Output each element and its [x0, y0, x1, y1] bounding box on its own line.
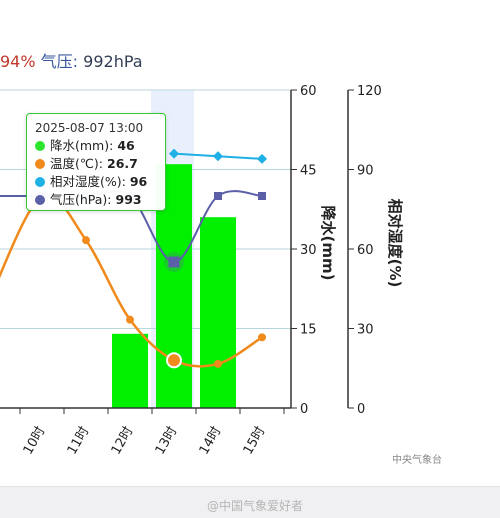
tooltip: 2025-08-07 13:00 降水(mm): 46 温度(℃): 26.7 …: [26, 113, 166, 211]
tooltip-row-humidity: 相对湿度(%): 96: [35, 173, 165, 191]
tooltip-temp-value: 26.7: [107, 156, 138, 171]
tooltip-humidity-value: 96: [129, 174, 148, 189]
humidity-point: [213, 151, 223, 162]
tooltip-row-rain: 降水(mm): 46: [35, 137, 165, 155]
watermark: @中国气象爱好者: [207, 499, 304, 513]
y-humidity-tick-label: 0: [357, 402, 365, 417]
header-pressure-value: 992hPa: [83, 52, 143, 71]
humidity-point: [169, 148, 179, 159]
x-tick-label: 14时: [197, 424, 225, 457]
temperature-point: [166, 352, 182, 369]
y-humidity-tick-label: 120: [357, 84, 382, 99]
x-tick-label: 13时: [153, 424, 181, 457]
rain-dot-icon: [35, 141, 45, 151]
bottom-band: [0, 486, 500, 518]
weather-chart[interactable]: 10时 11时 12时 13时 14时 15时 0 15 30 45 60 0 30 60 90 120 降水(…: [0, 0, 500, 486]
tooltip-humidity-label: 相对湿度(%):: [50, 174, 126, 189]
humidity-dot-icon: [35, 177, 45, 187]
y-humidity-tick-label: 60: [357, 243, 374, 258]
pressure-point: [214, 192, 222, 200]
y-rain-tick-label: 30: [300, 243, 317, 258]
tooltip-row-pressure: 气压(hPa): 993: [35, 191, 165, 209]
header-humidity: 94%: [0, 52, 36, 71]
y-rain-tick-label: 60: [300, 84, 317, 99]
tooltip-rain-value: 46: [117, 138, 135, 153]
humidity-point: [257, 153, 267, 164]
x-tick-label: 11时: [65, 424, 93, 457]
header-current-conditions: 94% 气压: 992hPa: [0, 48, 143, 72]
temperature-point: [258, 333, 266, 342]
pressure-dot-icon: [35, 195, 45, 205]
pressure-point: [168, 256, 180, 268]
rain-bar: [112, 333, 148, 408]
y-humidity-tick-label: 90: [357, 164, 374, 179]
temperature-point: [126, 315, 134, 324]
credit-text: 中央气象台: [392, 455, 442, 466]
rain-bar: [200, 217, 236, 408]
temperature-point: [82, 236, 90, 245]
pressure-point: [258, 192, 266, 200]
y-rain-tick-label: 0: [300, 402, 308, 417]
tooltip-temp-label: 温度(℃):: [50, 156, 104, 171]
x-tick-label: 15时: [241, 424, 269, 457]
y-rain-tick-label: 15: [300, 323, 317, 338]
y-humidity-axis-label: 相对湿度(%): [386, 199, 404, 288]
tooltip-row-temp: 温度(℃): 26.7: [35, 155, 165, 173]
header-pressure-label: 气压:: [40, 52, 79, 71]
y-rain-axis-label: 降水(mm): [319, 206, 337, 281]
y-rain-tick-label: 45: [300, 164, 317, 179]
x-tick-label: 10时: [21, 424, 49, 457]
x-tick-label: 12时: [109, 424, 137, 457]
tooltip-pressure-label: 气压(hPa):: [50, 192, 112, 207]
tooltip-pressure-value: 993: [115, 192, 142, 207]
tooltip-rain-label: 降水(mm):: [50, 138, 114, 153]
tooltip-time: 2025-08-07 13:00: [35, 121, 144, 135]
y-humidity-tick-label: 30: [357, 323, 374, 338]
temperature-point: [214, 359, 222, 368]
temp-dot-icon: [35, 159, 45, 169]
